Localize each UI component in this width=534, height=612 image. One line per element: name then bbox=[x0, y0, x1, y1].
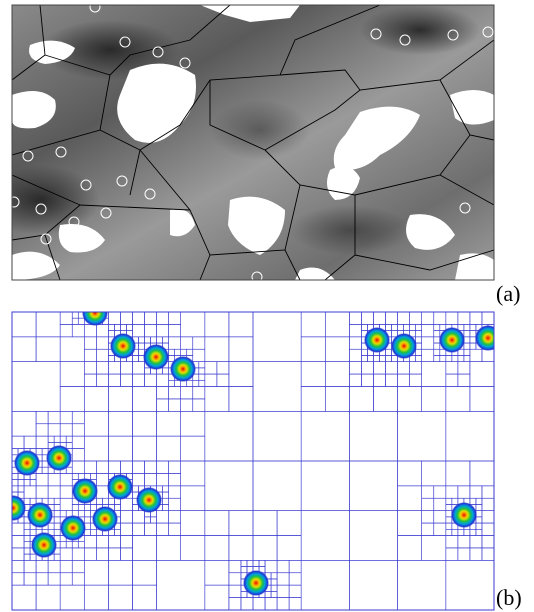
shade bbox=[210, 100, 310, 160]
spot bbox=[110, 333, 136, 359]
spot bbox=[14, 450, 40, 476]
spot bbox=[0, 495, 26, 521]
spot bbox=[82, 300, 108, 326]
spot bbox=[72, 478, 98, 504]
spot bbox=[107, 474, 133, 500]
spot bbox=[391, 333, 417, 359]
spot bbox=[92, 506, 118, 532]
panel-label: (a) bbox=[496, 281, 520, 306]
spot bbox=[143, 344, 169, 370]
panel-b bbox=[0, 300, 501, 610]
spot bbox=[31, 532, 57, 558]
spot bbox=[27, 502, 53, 528]
blob bbox=[455, 253, 494, 280]
shade bbox=[360, 5, 480, 55]
panel-a bbox=[0, 2, 494, 282]
spot bbox=[451, 502, 477, 528]
panel-label: (b) bbox=[496, 585, 522, 610]
shade bbox=[290, 205, 410, 255]
spot bbox=[439, 327, 465, 353]
spot bbox=[136, 487, 162, 513]
spot bbox=[170, 356, 196, 382]
spot bbox=[243, 570, 269, 596]
spot bbox=[46, 445, 72, 471]
spot bbox=[475, 325, 501, 351]
spot bbox=[60, 515, 86, 541]
spot bbox=[364, 327, 390, 353]
figure: (a) (b) bbox=[0, 0, 534, 612]
